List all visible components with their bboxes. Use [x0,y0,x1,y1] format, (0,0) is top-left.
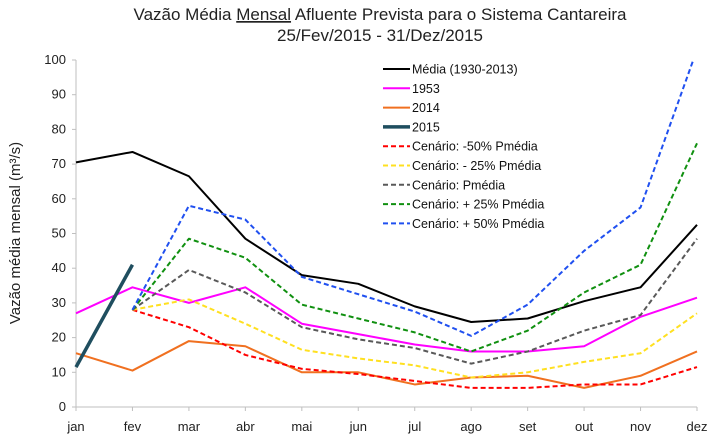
series-line-8 [131,60,695,337]
legend-label: 2015 [412,120,440,134]
series-line-2 [75,340,698,389]
x-tick-label: nov [630,419,651,434]
series-line-5 [132,298,698,379]
x-tick-label: dez [687,419,708,434]
series-line-4 [132,308,698,389]
y-tick-label: 50 [52,226,66,241]
x-tick-label: jun [349,419,367,434]
legend-label: Média (1930-2013) [412,63,518,77]
x-tick-label: fev [124,419,142,434]
legend-label: Cenário: + 50% Pmédia [412,217,544,231]
series-line-7 [131,142,698,353]
y-tick-label: 60 [52,191,66,206]
y-tick-label: 70 [52,156,66,171]
x-tick-label: jan [66,419,84,434]
y-tick-label: 10 [52,364,66,379]
series-line-0 [75,150,698,323]
series-line-3 [74,263,134,368]
legend-label: Cenário: + 25% Pmédia [412,198,544,212]
legend-label: Cenário: Pmédia [412,178,505,192]
y-tick-label: 20 [52,330,66,345]
y-tick-label: 40 [52,260,66,275]
x-tick-label: mai [291,419,312,434]
legend-label: Cenário: - 25% Pmédia [412,159,541,173]
x-tick-label: abr [236,419,255,434]
legend-label: 2014 [412,101,440,115]
series-line-1 [75,286,698,353]
y-axis-label: Vazão média mensal (m³/s) [7,142,24,324]
y-tick-label: 80 [52,121,66,136]
legend-label: 1953 [412,82,440,96]
series-line-6 [131,238,698,365]
legend-label: Cenário: -50% Pmédia [412,140,538,154]
x-tick-label: jul [407,419,421,434]
chart-subtitle: 25/Fev/2015 - 31/Dez/2015 [277,26,483,45]
y-tick-label: 0 [59,399,66,414]
y-tick-label: 90 [52,87,66,102]
y-tick-label: 100 [44,52,66,67]
chart-title: Vazão Média Mensal Afluente Prevista par… [134,5,628,24]
x-tick-label: ago [460,419,482,434]
y-tick-label: 30 [52,295,66,310]
x-tick-label: mar [178,419,201,434]
x-tick-label: set [519,419,537,434]
x-tick-label: out [575,419,593,434]
